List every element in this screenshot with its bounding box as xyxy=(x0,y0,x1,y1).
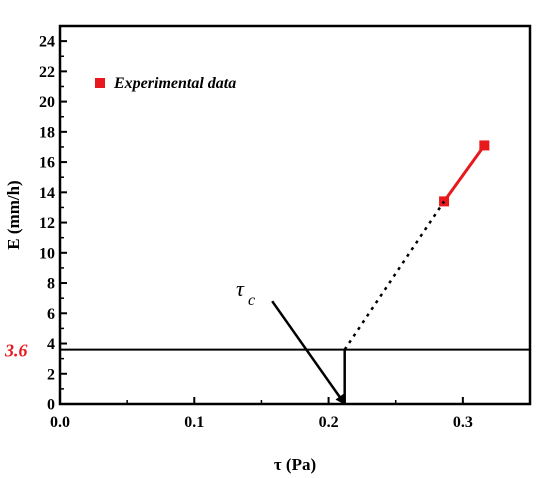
x-tick-label: 0.1 xyxy=(184,414,204,431)
legend-label: Experimental data xyxy=(113,75,236,92)
threshold-value-label: 3.6 xyxy=(4,341,28,361)
x-axis-label: τ (Pa) xyxy=(274,455,316,474)
critical-shear-arrow xyxy=(271,300,346,405)
x-tick-label: 0.0 xyxy=(50,414,70,431)
y-tick-label: 0 xyxy=(47,397,55,414)
y-tick-label: 16 xyxy=(39,155,55,172)
experimental-data-point xyxy=(479,140,490,151)
y-tick-label: 24 xyxy=(39,34,55,51)
y-tick-label: 20 xyxy=(39,94,55,111)
y-tick-label: 8 xyxy=(47,276,55,293)
tau-symbol: τ xyxy=(236,276,245,301)
y-tick-label: 18 xyxy=(39,124,55,141)
y-tick-label: 14 xyxy=(39,185,55,202)
critical-shear-label: τ c xyxy=(236,276,255,309)
y-tick-label: 10 xyxy=(39,245,55,262)
x-tick-label: 0.2 xyxy=(319,414,339,431)
y-tick-label: 12 xyxy=(39,215,55,232)
experimental-data-line xyxy=(442,144,486,203)
extrapolation-dotted-line xyxy=(343,200,446,351)
y-tick-label: 22 xyxy=(39,64,55,81)
y-tick-label: 2 xyxy=(47,366,55,383)
legend-marker xyxy=(95,78,105,88)
y-axis-label: E (mm/h) xyxy=(4,180,23,249)
tau-subscript: c xyxy=(248,292,255,309)
legend: Experimental data xyxy=(95,75,236,92)
y-tick-label: 6 xyxy=(47,306,55,323)
x-tick-label: 0.3 xyxy=(453,414,473,431)
y-tick-label: 4 xyxy=(47,336,55,353)
plot-area-frame xyxy=(58,24,532,406)
